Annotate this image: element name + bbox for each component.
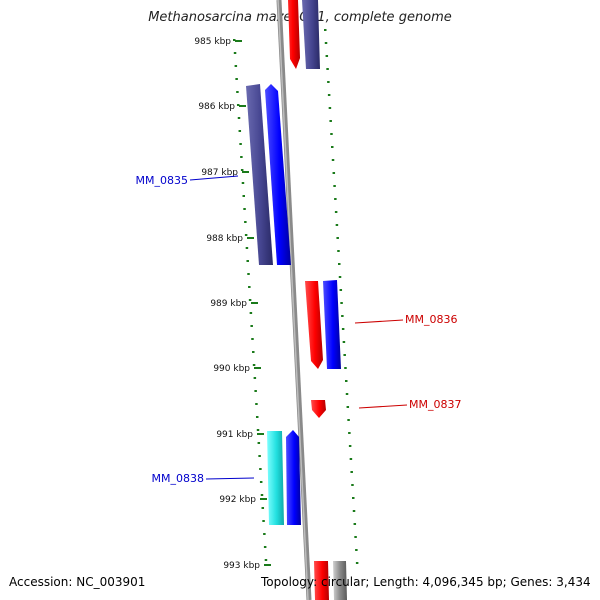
gene-red-top[interactable]	[284, 0, 300, 69]
gene-red-bottom[interactable]	[314, 561, 329, 600]
kbp-label: 985 kbp	[194, 37, 231, 47]
genome-backbone-highlight	[277, 0, 309, 600]
gene-labels: MM_0835 MM_0836 MM_0837 MM_0838	[136, 174, 462, 485]
gene-blue-mm0838[interactable]	[286, 430, 301, 525]
gene-blue-mm0835[interactable]	[265, 84, 291, 265]
callout-line-mm0835	[189, 175, 239, 181]
kbp-label: 993 kbp	[223, 561, 260, 571]
kbp-label: 992 kbp	[219, 495, 256, 505]
gene-navy-top[interactable]	[302, 0, 320, 69]
kbp-label: 987 kbp	[201, 168, 238, 178]
accession-text: Accession: NC_003901	[9, 575, 146, 589]
callout-line-mm0836	[354, 319, 404, 324]
gene-red-mm0837[interactable]	[311, 400, 326, 418]
callout-line-mm0837	[358, 404, 408, 409]
gene-label-mm0837[interactable]: MM_0837	[409, 398, 461, 411]
callout-line-mm0838	[205, 477, 255, 480]
ruler-ticks-right	[324, 29, 359, 564]
genome-summary-text: Topology: circular; Length: 4,096,345 bp…	[261, 575, 591, 589]
gene-label-mm0838[interactable]: MM_0838	[152, 472, 204, 485]
gene-gray-bottom[interactable]	[333, 561, 347, 600]
kbp-label: 990 kbp	[213, 364, 250, 374]
kbp-label: 986 kbp	[198, 102, 235, 112]
gene-features	[246, 0, 347, 600]
gene-label-mm0835[interactable]: MM_0835	[136, 174, 188, 187]
ruler-ticks-left	[233, 39, 268, 561]
kbp-label: 988 kbp	[206, 234, 243, 244]
gene-navy-mm0835[interactable]	[246, 84, 273, 265]
gene-blue-mm0836[interactable]	[323, 280, 341, 369]
kbp-label: 991 kbp	[216, 430, 253, 440]
gene-red-mm0836[interactable]	[305, 281, 323, 369]
page-title: Methanosarcina mazei Go1, complete genom…	[148, 10, 452, 25]
gene-label-mm0836[interactable]: MM_0836	[405, 313, 457, 326]
kbp-label: 989 kbp	[210, 299, 247, 309]
kbp-scale: 985 kbp 986 kbp 987 kbp 988 kbp 989 kbp 990 k…	[194, 37, 271, 571]
gene-cyan-mm0838[interactable]	[267, 431, 284, 525]
